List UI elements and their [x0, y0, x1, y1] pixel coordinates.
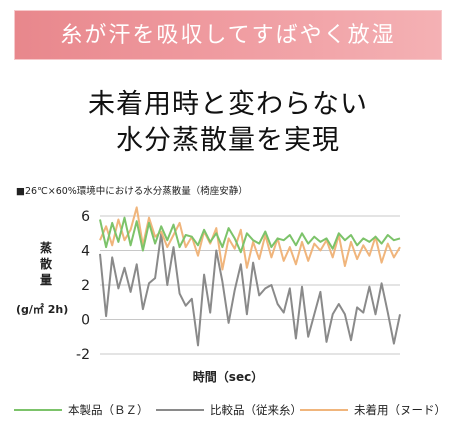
y-tick-label: 6 — [81, 209, 90, 225]
y-tick-label: 4 — [81, 244, 90, 260]
legend-swatch-unworn — [300, 409, 348, 411]
headline-line-1: 未着用時と変わらない — [88, 89, 368, 120]
y-axis-unit: (g/㎡ 2h) — [16, 303, 69, 316]
y-axis-label: 蒸散量 — [39, 241, 52, 287]
legend-label-comparison: 比較品（従来糸） — [210, 403, 302, 417]
legend-item-comparison: 比較品（従来糸） — [156, 400, 302, 420]
series-line-unworn — [99, 206, 401, 271]
x-axis-label: 時間（sec） — [192, 370, 264, 384]
legend-label-unworn: 未着用（ヌード） — [354, 403, 446, 417]
banner-text: 糸が汗を吸収してすばやく放湿 — [60, 23, 396, 48]
series-line-comparison — [99, 232, 401, 347]
legend-label-bz: 本製品（ＢＺ） — [68, 403, 149, 417]
legend-item-unworn: 未着用（ヌード） — [300, 400, 446, 420]
legend-swatch-comparison — [156, 409, 204, 411]
headline-line-2: 水分蒸散量を実現 — [116, 125, 340, 156]
banner: 糸が汗を吸収してすばやく放湿 — [14, 10, 442, 60]
chart-title: ■26℃×60%環境中における水分蒸散量（椅座安静） — [16, 186, 248, 197]
legend-item-bz: 本製品（ＢＺ） — [14, 400, 149, 420]
y-tick-label: 0 — [81, 313, 90, 329]
series-line-bz — [99, 216, 401, 254]
y-tick-label: 2 — [81, 278, 90, 294]
y-tick-label: -2 — [76, 347, 90, 363]
legend-swatch-bz — [14, 409, 62, 411]
